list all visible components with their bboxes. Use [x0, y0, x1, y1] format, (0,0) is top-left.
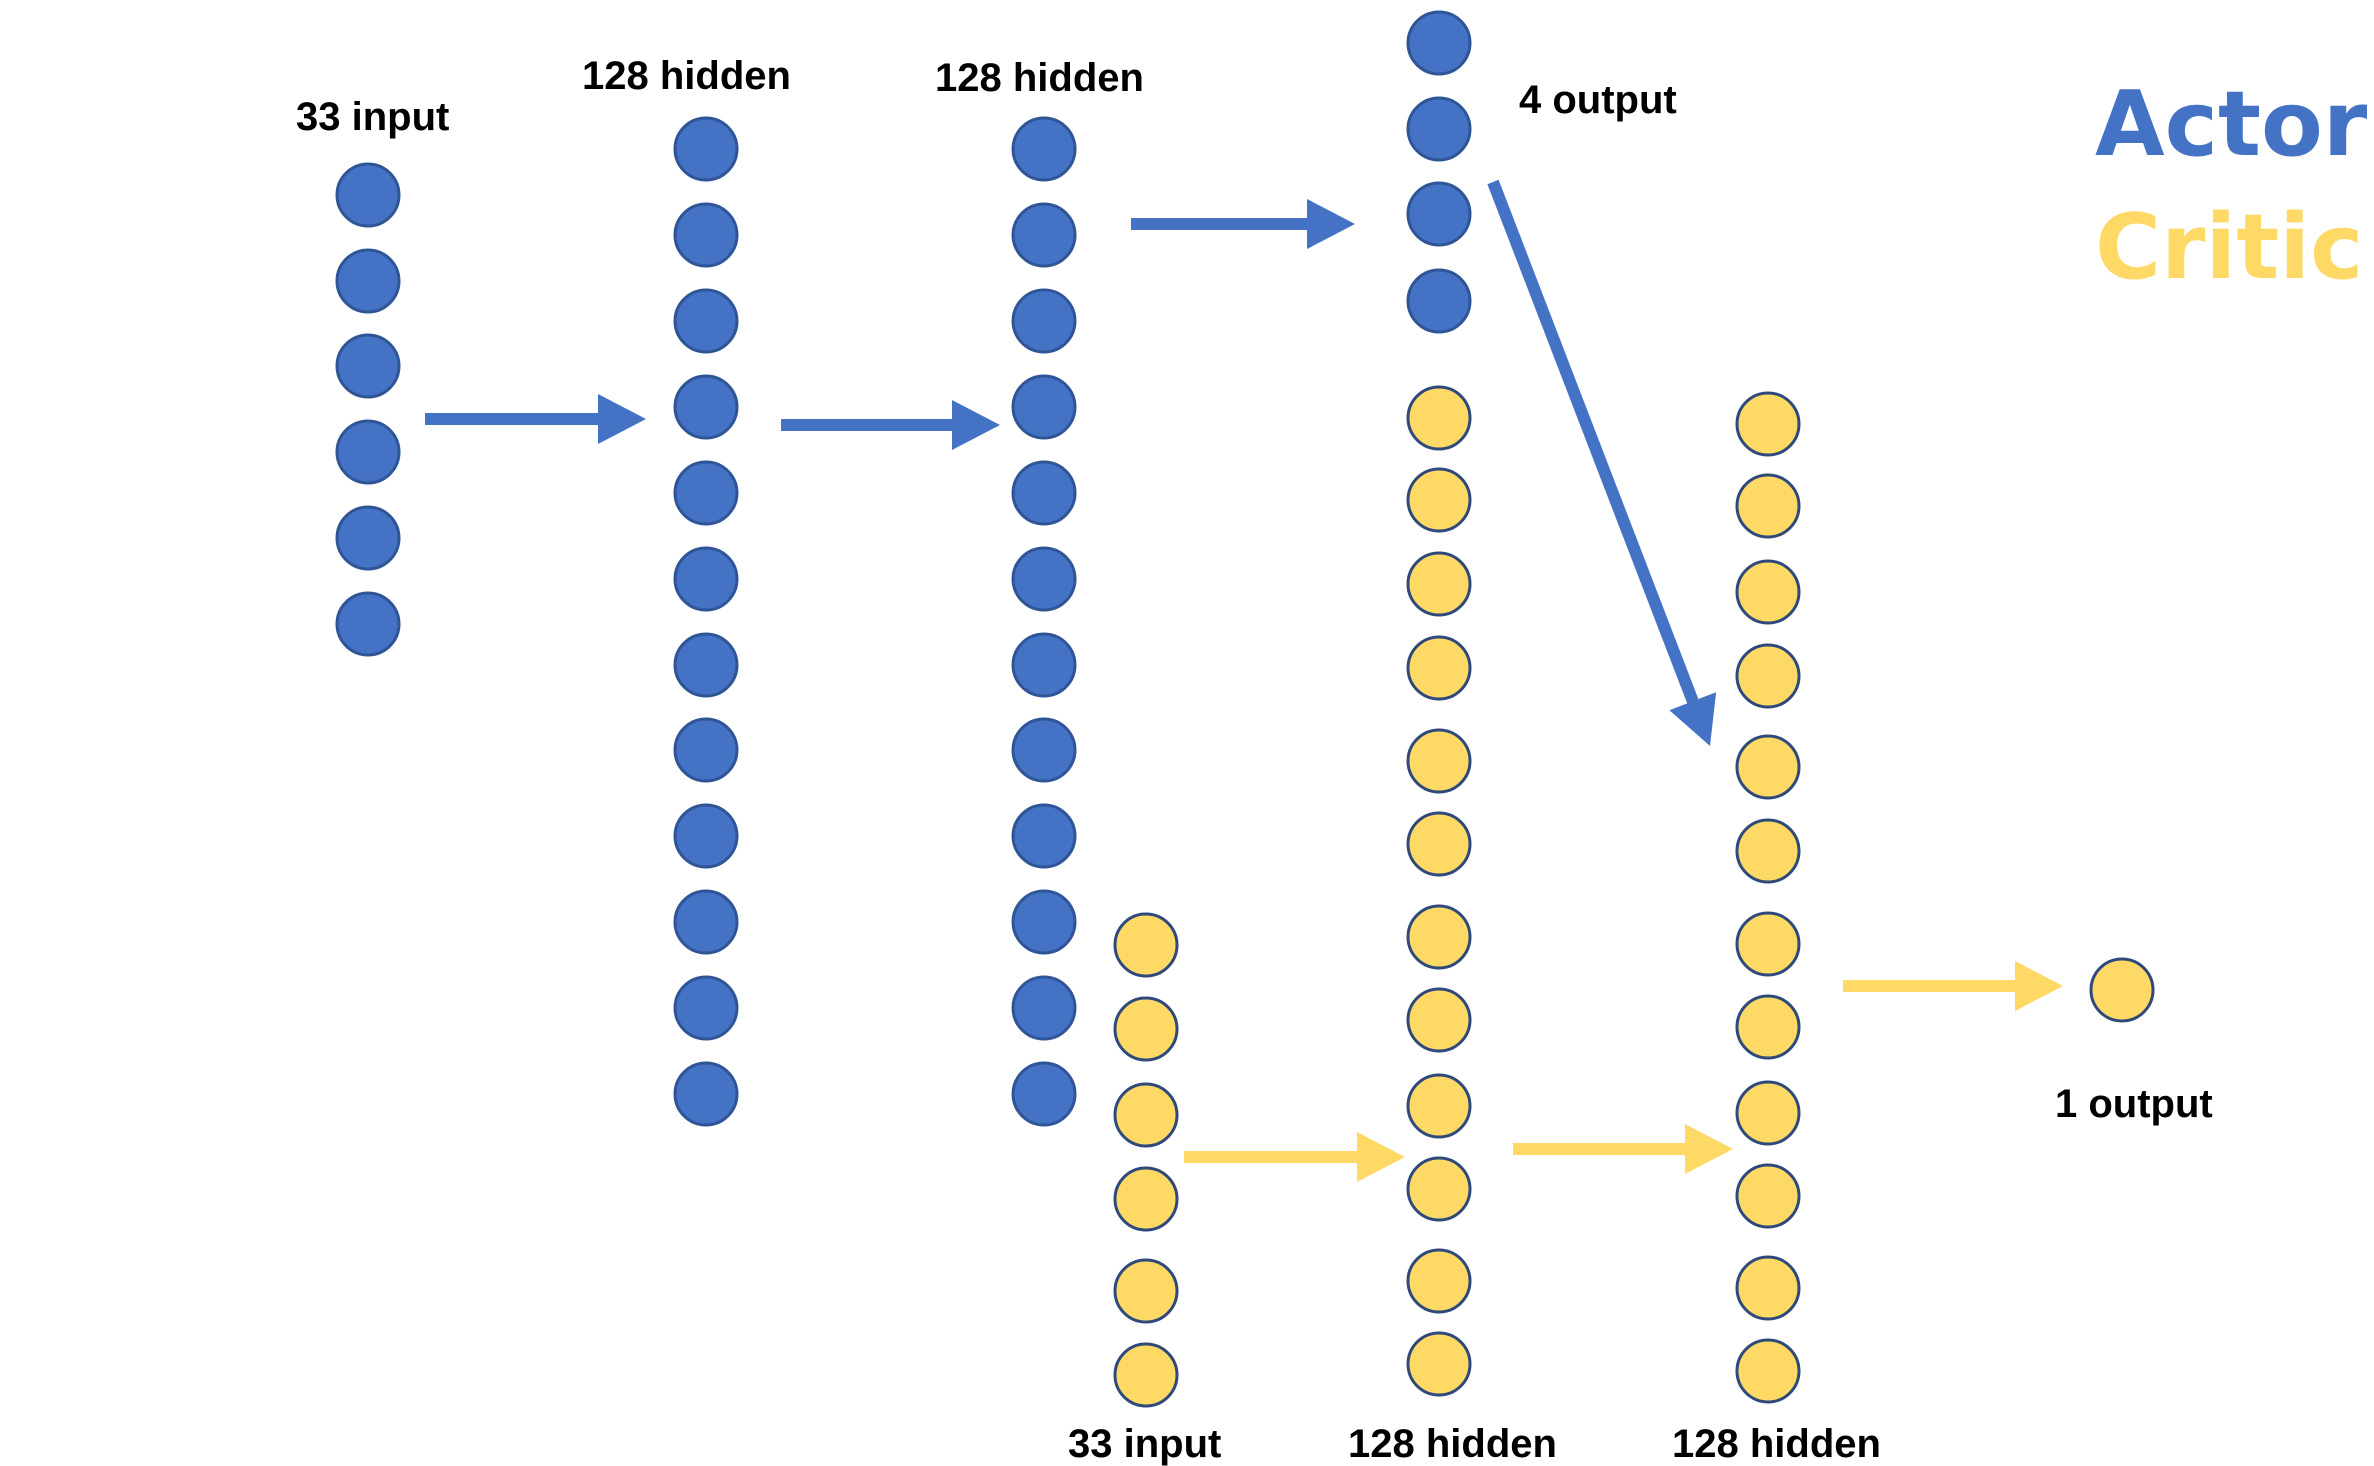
critic-output-node [2089, 957, 2155, 1023]
actor-arrow-hidden2-to-output [1131, 199, 1355, 249]
critic-hidden-1-node [1406, 1073, 1472, 1139]
critic-hidden-1-node [1406, 467, 1472, 533]
actor-input-node [335, 505, 401, 571]
actor-input-node [335, 248, 401, 314]
actor-hidden-1-node [673, 202, 739, 268]
actor-hidden-1-node [673, 889, 739, 955]
critic-hidden-2-node [1735, 818, 1801, 884]
actor-output-node [1406, 10, 1472, 76]
actor-hidden-1-nodes [673, 116, 739, 1127]
actor-hidden-1-node [673, 288, 739, 354]
critic-hidden-1-node [1406, 635, 1472, 701]
legend-actor: Actor [2095, 72, 2368, 177]
actor-input-node [335, 591, 401, 657]
critic-hidden-2-label: 128 hidden [1672, 1422, 1881, 1466]
actor-arrow-hidden1-to-hidden2 [781, 400, 1000, 450]
critic-hidden-2-nodes [1735, 391, 1801, 1404]
critic-input-node [1113, 1082, 1179, 1148]
actor-output-node [1406, 96, 1472, 162]
actor-hidden-2-node [1011, 202, 1077, 268]
actor-hidden-1-label: 128 hidden [582, 54, 791, 98]
actor-hidden-1-node [673, 717, 739, 783]
critic-hidden-2-node [1735, 643, 1801, 709]
critic-hidden-1-node [1406, 1331, 1472, 1397]
actor-hidden-2-node [1011, 717, 1077, 783]
actor-hidden-2-node [1011, 116, 1077, 182]
critic-hidden-2-node [1735, 1255, 1801, 1321]
actor-hidden-2-node [1011, 288, 1077, 354]
critic-input-node [1113, 1342, 1179, 1408]
critic-hidden-1-node [1406, 1248, 1472, 1314]
actor-hidden-2-node [1011, 1061, 1077, 1127]
actor-arrow-input-to-hidden1 [425, 394, 646, 444]
critic-output-nodes [2089, 957, 2155, 1023]
critic-input-node [1113, 996, 1179, 1062]
critic-hidden-2-node [1735, 473, 1801, 539]
actor-input-label: 33 input [296, 95, 450, 139]
actor-hidden-1-node [673, 116, 739, 182]
actor-hidden-2-node [1011, 889, 1077, 955]
actor-arrow-output-to-critic [1487, 179, 1717, 747]
network-nodes [335, 10, 2155, 1408]
actor-input-nodes [335, 162, 401, 657]
critic-hidden-2-node [1735, 1338, 1801, 1404]
actor-hidden-1-node [673, 546, 739, 612]
critic-hidden-1-label: 128 hidden [1348, 1422, 1557, 1466]
actor-hidden-2-node [1011, 803, 1077, 869]
critic-hidden-1-node [1406, 987, 1472, 1053]
actor-input-node [335, 162, 401, 228]
actor-hidden-1-node [673, 632, 739, 698]
critic-hidden-2-node [1735, 994, 1801, 1060]
actor-hidden-2-nodes [1011, 116, 1077, 1127]
critic-hidden-1-node [1406, 385, 1472, 451]
critic-output-label: 1 output [2055, 1082, 2213, 1126]
critic-hidden-1-node [1406, 1156, 1472, 1222]
critic-arrow-input-to-hidden1 [1184, 1132, 1405, 1182]
critic-hidden-2-node [1735, 1163, 1801, 1229]
actor-input-node [335, 419, 401, 485]
actor-hidden-1-node [673, 374, 739, 440]
actor-hidden-2-node [1011, 460, 1077, 526]
critic-arrow-hidden2-to-output [1843, 961, 2063, 1011]
actor-hidden-1-node [673, 975, 739, 1041]
actor-input-node [335, 333, 401, 399]
actor-hidden-2-node [1011, 546, 1077, 612]
legend-critic: Critic [2095, 195, 2364, 300]
actor-hidden-1-node [673, 1061, 739, 1127]
actor-hidden-2-label: 128 hidden [935, 56, 1144, 100]
critic-hidden-2-node [1735, 391, 1801, 457]
critic-hidden-1-node [1406, 811, 1472, 877]
critic-input-label: 33 input [1068, 1422, 1222, 1466]
critic-hidden-1-nodes [1406, 385, 1472, 1397]
critic-hidden-2-node [1735, 734, 1801, 800]
critic-hidden-1-node [1406, 728, 1472, 794]
critic-hidden-2-node [1735, 559, 1801, 625]
actor-hidden-1-node [673, 803, 739, 869]
actor-output-node [1406, 268, 1472, 334]
actor-hidden-2-node [1011, 374, 1077, 440]
actor-hidden-1-node [673, 460, 739, 526]
actor-output-node [1406, 181, 1472, 247]
actor-output-label: 4 output [1519, 78, 1677, 122]
actor-hidden-2-node [1011, 975, 1077, 1041]
actor-output-nodes [1406, 10, 1472, 334]
critic-input-node [1113, 912, 1179, 978]
critic-hidden-1-node [1406, 551, 1472, 617]
critic-hidden-2-node [1735, 1080, 1801, 1146]
critic-input-nodes [1113, 912, 1179, 1408]
critic-hidden-2-node [1735, 911, 1801, 977]
critic-input-node [1113, 1166, 1179, 1232]
critic-input-node [1113, 1258, 1179, 1324]
critic-arrow-hidden1-to-hidden2 [1513, 1124, 1733, 1174]
actor-hidden-2-node [1011, 632, 1077, 698]
critic-hidden-1-node [1406, 904, 1472, 970]
